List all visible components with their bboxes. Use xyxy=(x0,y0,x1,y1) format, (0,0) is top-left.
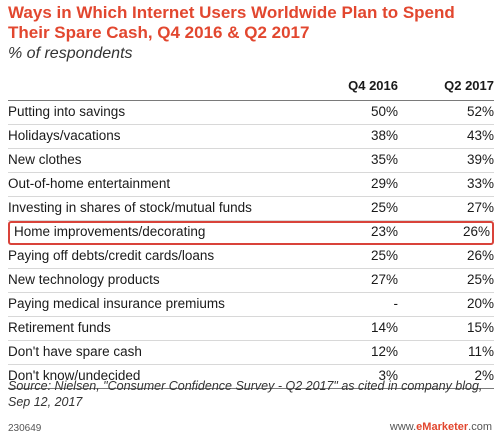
brand-prefix: www. xyxy=(389,421,417,433)
table-header: Q4 2016 Q2 2017 xyxy=(8,74,494,101)
row-label: Don't have spare cash xyxy=(8,344,142,359)
value-q4-2016: 25% xyxy=(370,248,398,263)
table-row: Holidays/vacations 38% 43% xyxy=(8,125,494,149)
value-q2-2017: 26% xyxy=(462,224,490,239)
value-q4-2016: 38% xyxy=(370,128,398,143)
table-row: Putting into savings 50% 52% xyxy=(8,101,494,125)
value-q4-2016: 12% xyxy=(370,344,398,359)
table-row: Paying off debts/credit cards/loans 25% 26… xyxy=(8,245,494,269)
chart-title: Ways in Which Internet Users Worldwide P… xyxy=(8,3,455,42)
value-q4-2016: 35% xyxy=(370,152,398,167)
data-table: Q4 2016 Q2 2017 Putting into savings 50% 5… xyxy=(8,74,494,389)
value-q2-2017: 2% xyxy=(474,368,494,383)
brand-footer: www.eMarketer.com xyxy=(390,421,492,433)
row-label: Home improvements/decorating xyxy=(14,224,206,239)
row-label: Paying medical insurance premiums xyxy=(8,296,225,311)
row-label: Holidays/vacations xyxy=(8,128,121,143)
table-row: Out-of-home entertainment 29% 33% xyxy=(8,173,494,197)
value-q4-2016: 14% xyxy=(370,320,398,335)
brand-suffix: .com xyxy=(468,421,492,433)
value-q2-2017: 26% xyxy=(466,248,494,263)
table-row: Retirement funds 14% 15% xyxy=(8,317,494,341)
column-header-q2-2017: Q2 2017 xyxy=(444,78,494,93)
value-q2-2017: 27% xyxy=(466,200,494,215)
chart-id: 230649 xyxy=(8,423,42,434)
value-q4-2016: 23% xyxy=(370,224,398,239)
value-q4-2016: 27% xyxy=(370,272,398,287)
table-row: Don't have spare cash 12% 11% xyxy=(8,341,494,365)
brand-name: eMarketer xyxy=(416,421,469,433)
chart-subtitle: % of respondents xyxy=(8,45,133,62)
row-label: New technology products xyxy=(8,272,160,287)
value-q2-2017: 20% xyxy=(466,296,494,311)
value-q2-2017: 52% xyxy=(466,104,494,119)
table-body: Putting into savings 50% 52% Holidays/vacat… xyxy=(8,101,494,389)
value-q2-2017: 33% xyxy=(466,176,494,191)
column-header-q4-2016: Q4 2016 xyxy=(348,78,398,93)
row-label: Paying off debts/credit cards/loans xyxy=(8,248,215,263)
value-q4-2016: 25% xyxy=(370,200,398,215)
row-label: Don't know/undecided xyxy=(8,368,141,383)
table-row: Don't know/undecided 3% 2% xyxy=(8,365,494,389)
table-row-highlighted: Home improvements/decorating 23% 26% xyxy=(8,221,494,245)
value-q4-2016: 29% xyxy=(370,176,398,191)
table-row: Paying medical insurance premiums - 20% xyxy=(8,293,494,317)
source-note: Source: Nielsen, "Consumer Confidence Su… xyxy=(8,379,483,409)
value-q2-2017: 43% xyxy=(466,128,494,143)
row-label: Retirement funds xyxy=(8,320,111,335)
value-q4-2016: 3% xyxy=(378,368,398,383)
row-label: Investing in shares of stock/mutual fund… xyxy=(8,200,252,215)
table-row: Investing in shares of stock/mutual fund… xyxy=(8,197,494,221)
row-label: New clothes xyxy=(8,152,82,167)
table-row: New technology products 27% 25% xyxy=(8,269,494,293)
value-q2-2017: 39% xyxy=(466,152,494,167)
value-q2-2017: 25% xyxy=(466,272,494,287)
row-label: Out-of-home entertainment xyxy=(8,176,171,191)
table-row: New clothes 35% 39% xyxy=(8,149,494,173)
value-q2-2017: 15% xyxy=(466,320,494,335)
value-q2-2017: 11% xyxy=(467,344,494,359)
value-q4-2016: - xyxy=(393,296,399,311)
value-q4-2016: 50% xyxy=(370,104,398,119)
row-label: Putting into savings xyxy=(8,104,126,119)
